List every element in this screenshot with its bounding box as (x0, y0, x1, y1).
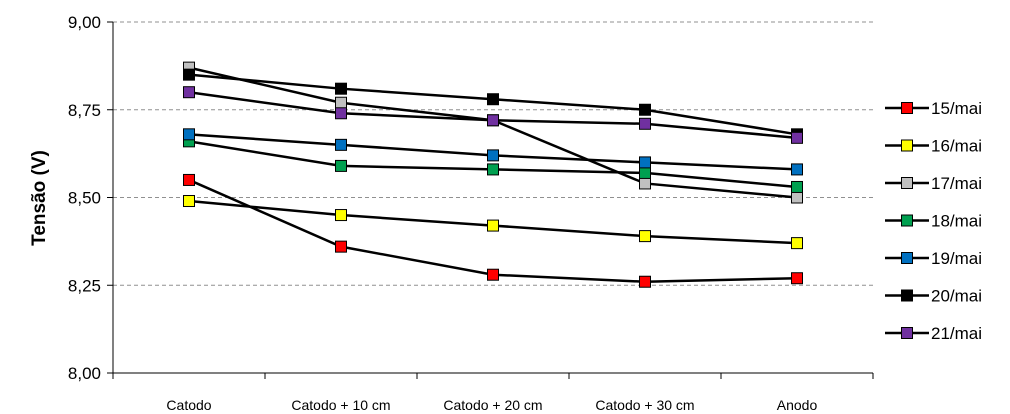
legend-marker (901, 102, 913, 114)
legend-label: 15/mai (931, 99, 982, 118)
data-point (183, 68, 195, 81)
series-16/mai (183, 195, 803, 250)
y-tick-label: 8,25 (68, 276, 101, 295)
legend-label: 16/mai (931, 137, 982, 156)
data-point (791, 237, 803, 250)
series-21/mai (183, 86, 803, 144)
x-tick-label: Catodo + 20 cm (443, 397, 542, 413)
y-tick-label: 8,00 (68, 364, 101, 383)
data-point (487, 93, 499, 106)
y-axis-label: Tensão (V) (29, 150, 50, 246)
legend-item: 16/mai (885, 137, 982, 156)
data-point (639, 117, 651, 130)
data-point (335, 159, 347, 172)
gridlines (113, 21, 873, 286)
data-point (791, 191, 803, 204)
legend-label: 21/mai (931, 324, 982, 343)
data-point (487, 268, 499, 281)
y-tick-label: 9,00 (68, 13, 101, 32)
legend-marker (901, 327, 913, 339)
legend-item: 18/mai (885, 212, 982, 231)
data-point (639, 275, 651, 288)
data-point (183, 128, 195, 141)
data-point (639, 156, 651, 169)
x-tick-label: Catodo + 30 cm (595, 397, 694, 413)
data-point (487, 219, 499, 232)
legend-marker (901, 139, 913, 152)
legend-label: 20/mai (931, 287, 982, 306)
data-point (791, 163, 803, 176)
data-point (487, 163, 499, 176)
y-tick-labels: 8,00 8,25 8,50 8,75 9,00 (68, 13, 101, 383)
data-point (335, 107, 347, 120)
legend-label: 18/mai (931, 212, 982, 231)
y-tick-label: 8,50 (68, 189, 101, 208)
data-point (639, 177, 651, 190)
data-point (335, 82, 347, 95)
legend-item: 21/mai (885, 324, 982, 343)
series-19/mai (183, 128, 803, 176)
data-point (183, 86, 195, 99)
legend-label: 19/mai (931, 249, 982, 268)
data-point (791, 131, 803, 144)
data-point (639, 166, 651, 179)
series-15/mai (183, 173, 803, 288)
x-tick-label: Catodo (166, 397, 211, 413)
legend: 15/mai 16/mai 17/mai 18/mai 19/mai 20/mai 21/m… (885, 99, 982, 343)
y-tick-label: 8,75 (68, 101, 101, 120)
legend-item: 20/mai (885, 287, 982, 306)
axes (107, 21, 874, 379)
data-point (791, 180, 803, 193)
data-point (639, 103, 651, 116)
data-point (335, 96, 347, 109)
data-point (335, 138, 347, 151)
legend-marker (901, 289, 913, 302)
data-point (335, 209, 347, 222)
legend-label: 17/mai (931, 174, 982, 193)
legend-item: 15/mai (885, 99, 982, 118)
data-point (639, 230, 651, 243)
x-tick-label: Anodo (777, 397, 818, 413)
legend-item: 17/mai (885, 174, 982, 193)
x-tick-label: Catodo + 10 cm (291, 397, 390, 413)
data-point (335, 240, 347, 253)
data-point (183, 195, 195, 208)
data-point (487, 149, 499, 162)
data-point (791, 272, 803, 285)
series-group (183, 61, 803, 288)
data-point (487, 114, 499, 127)
legend-marker (901, 252, 913, 264)
legend-marker (901, 214, 913, 227)
data-point (183, 173, 195, 186)
legend-marker (901, 177, 913, 189)
x-tick-labels: Catodo Catodo + 10 cm Catodo + 20 cm Catodo… (166, 397, 817, 413)
legend-item: 19/mai (885, 249, 982, 268)
